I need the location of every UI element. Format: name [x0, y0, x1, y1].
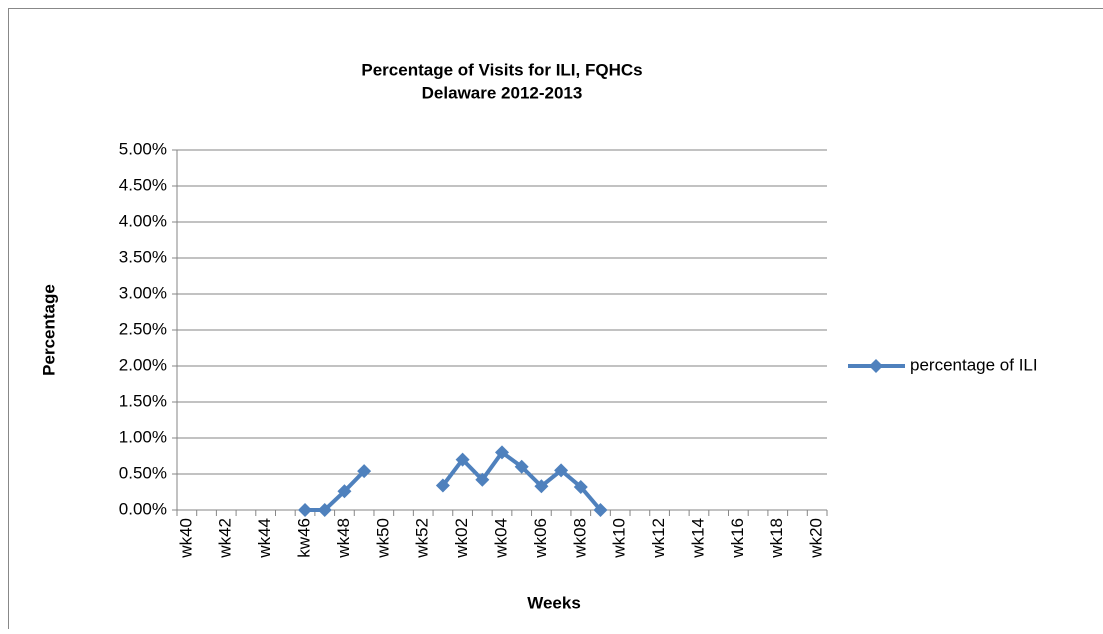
x-tick-label: wk48: [334, 518, 353, 559]
x-tick-label: wk10: [610, 518, 629, 559]
chart-subtitle: Delaware 2012-2013: [422, 83, 583, 102]
y-tick-label: 3.50%: [119, 247, 167, 266]
x-tick-label: wk42: [216, 518, 235, 559]
x-axis-title: Weeks: [527, 593, 581, 612]
x-tick-label: wk20: [807, 518, 826, 559]
y-tick-label: 0.50%: [119, 463, 167, 482]
x-tick-label: wk12: [649, 518, 668, 559]
x-tick-label: kw46: [295, 518, 314, 558]
y-axis-title: Percentage: [39, 284, 58, 376]
y-tick-label: 5.00%: [119, 139, 167, 158]
x-tick-label: wk52: [413, 518, 432, 559]
y-tick-label: 4.00%: [119, 211, 167, 230]
x-tick-label: wk40: [176, 518, 195, 559]
x-tick-label: wk08: [570, 518, 589, 559]
x-tick-label: wk04: [491, 518, 510, 559]
y-tick-label: 3.00%: [119, 283, 167, 302]
x-tick-label: wk16: [728, 518, 747, 559]
y-tick-label: 4.50%: [119, 175, 167, 194]
y-tick-label: 1.50%: [119, 391, 167, 410]
x-tick-label: wk44: [255, 518, 274, 559]
y-tick-label: 2.50%: [119, 319, 167, 338]
x-tick-label: wk14: [688, 518, 707, 559]
x-tick-label: wk02: [452, 518, 471, 559]
y-tick-label: 2.00%: [119, 355, 167, 374]
y-tick-label: 1.00%: [119, 427, 167, 446]
chart-title: Percentage of Visits for ILI, FQHCs: [361, 60, 642, 79]
x-tick-label: wk50: [373, 518, 392, 559]
x-tick-label: wk06: [531, 518, 550, 559]
y-tick-label: 0.00%: [119, 499, 167, 518]
x-tick-label: wk18: [767, 518, 786, 559]
legend-label: percentage of ILI: [910, 355, 1038, 374]
